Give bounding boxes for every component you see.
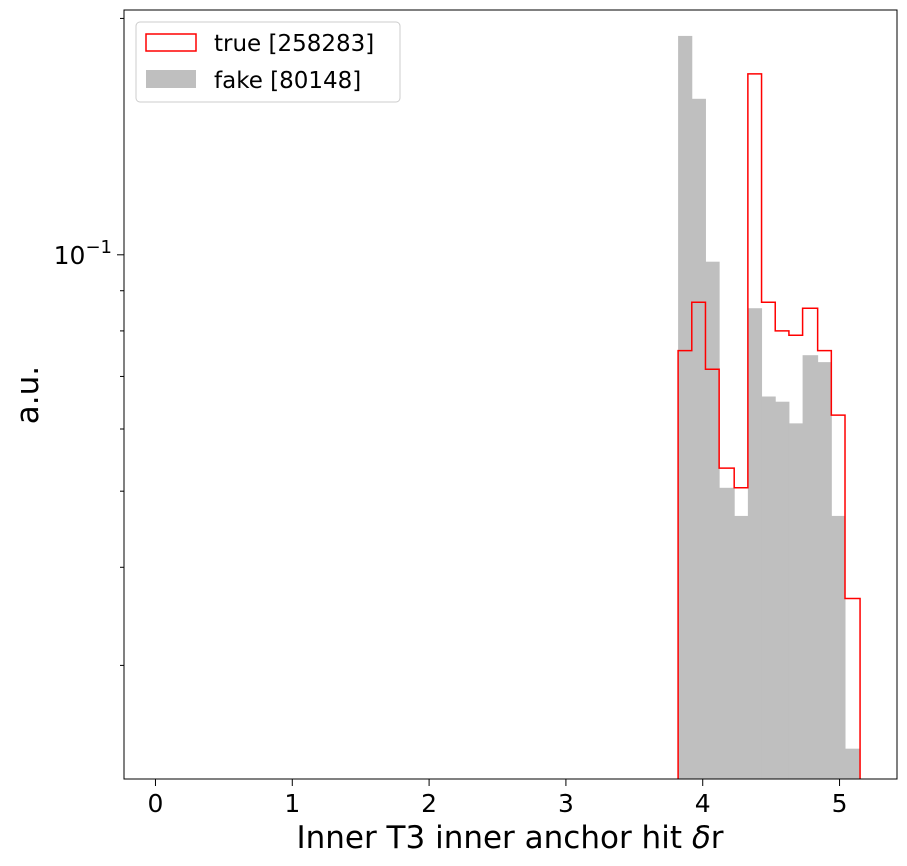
fake-bar-11 (831, 515, 846, 779)
x-tick-label-4: 4 (695, 789, 711, 818)
plot-area (677, 35, 861, 779)
fake-bar-8 (788, 423, 804, 779)
x-tick-label-2: 2 (421, 789, 437, 818)
fake-bar-6 (761, 396, 776, 779)
fake-bar-7 (775, 401, 790, 779)
x-axis-label: Inner T3 inner anchor hit δr (296, 820, 723, 856)
y-tick-label: 10−1 (54, 237, 112, 270)
fake-bar-9 (802, 355, 819, 779)
x-tick-label-5: 5 (832, 789, 848, 818)
fake-bar-10 (817, 362, 832, 779)
fake-bar-2 (705, 261, 720, 779)
true-series-step-line (677, 73, 861, 779)
fake-bar-3 (719, 487, 735, 779)
legend-swatch-true (145, 33, 197, 52)
fake-bar-1 (691, 98, 706, 779)
axes-frame (123, 9, 898, 780)
x-tick-label-0: 0 (148, 789, 164, 818)
fake-bar-0 (678, 35, 693, 779)
y-axis-label: a.u. (10, 366, 46, 424)
fake-bar-4 (734, 515, 749, 779)
x-tick-label-3: 3 (558, 789, 574, 818)
legend-label-true: true [258283] (214, 31, 374, 57)
fake-bar-12 (845, 748, 861, 779)
legend-box (135, 21, 401, 103)
axes: 0 1 2 3 4 5 10−1 (54, 17, 848, 818)
legend-swatch-fake (146, 70, 196, 88)
x-tick-label-1: 1 (284, 789, 300, 818)
fake-bar-5 (747, 308, 763, 779)
legend: true [258283] fake [80148] (135, 21, 401, 103)
legend-label-fake: fake [80148] (214, 68, 361, 94)
